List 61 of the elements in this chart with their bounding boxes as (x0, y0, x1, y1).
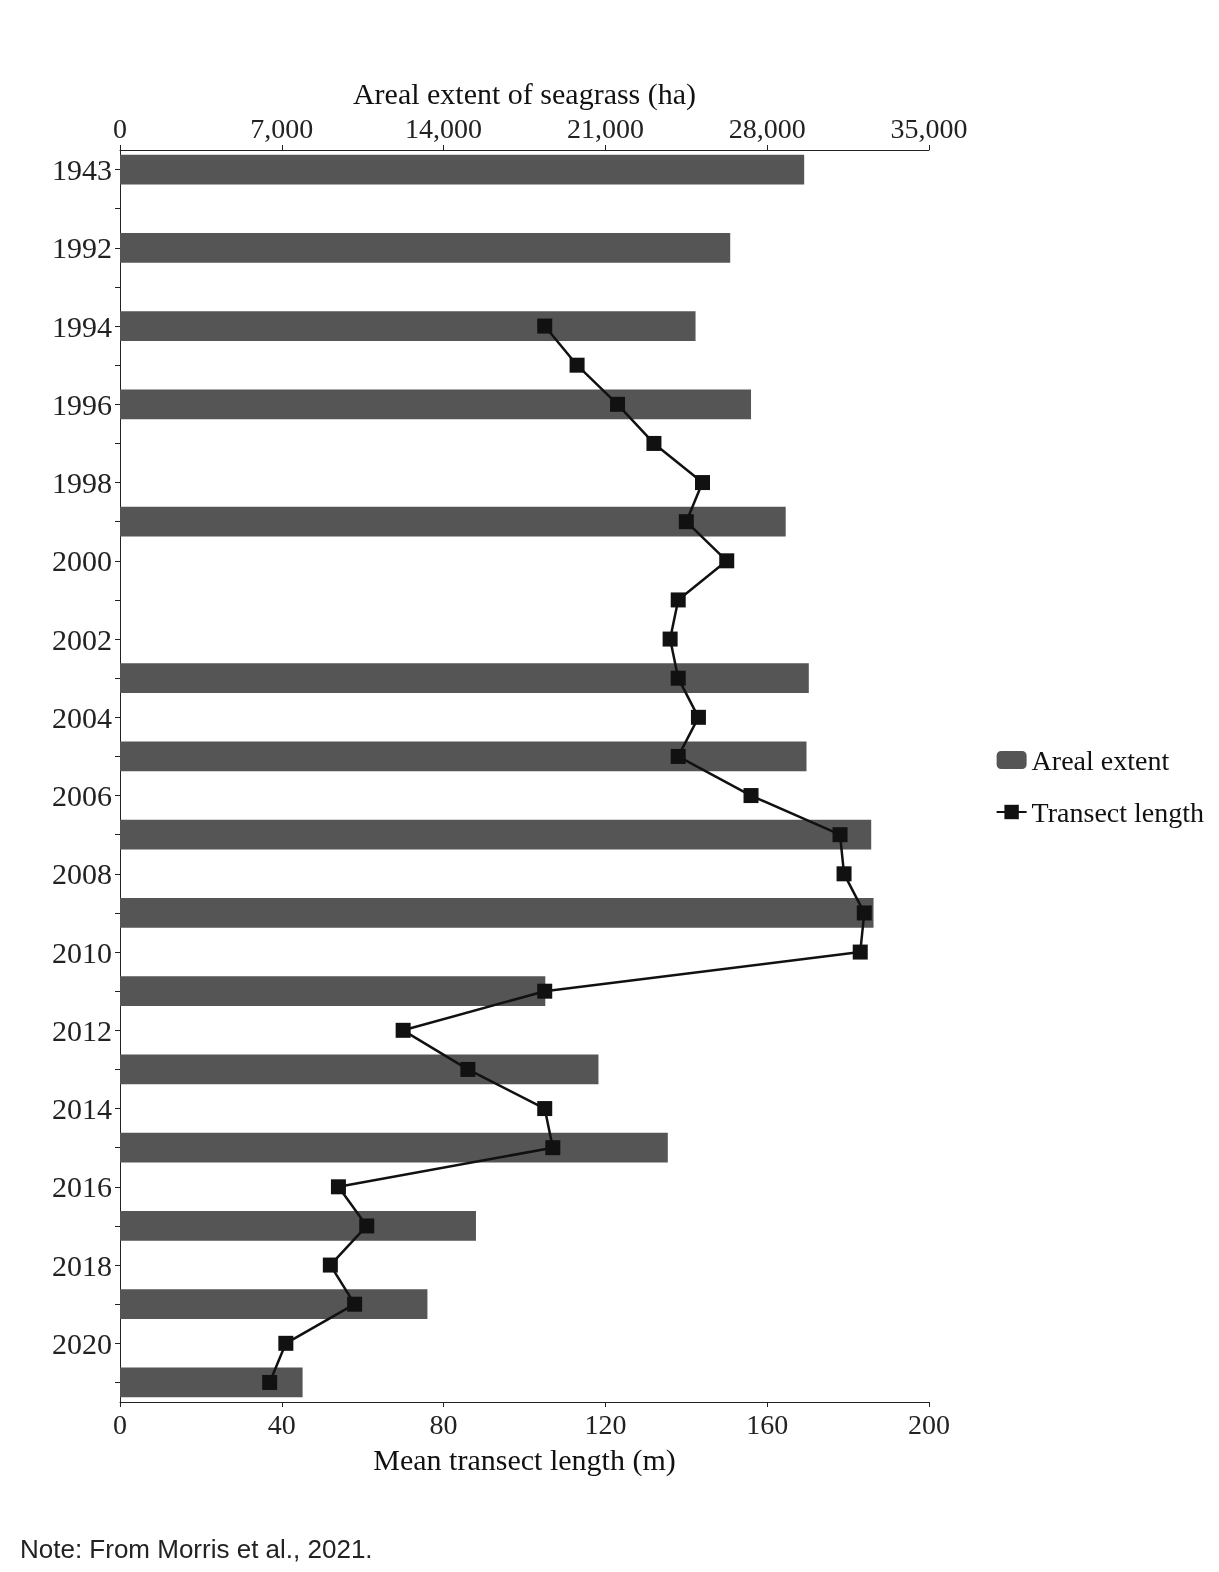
text: Note: From Morris et al., 2021. (20, 1534, 373, 1564)
x2-tick-label: 7,000 (250, 112, 314, 144)
y-tick-label: 2014 (52, 1092, 112, 1126)
point (537, 1101, 553, 1117)
point (537, 983, 553, 999)
y-tick-label: 1992 (52, 231, 112, 265)
y-tick-label: 2002 (52, 622, 112, 656)
point (330, 1179, 346, 1195)
point (670, 670, 686, 686)
point (670, 592, 686, 608)
x2-tick-label: 14,000 (405, 112, 483, 144)
point (743, 788, 759, 804)
x2-tick-label: 0 (113, 112, 127, 144)
point (852, 944, 868, 960)
point (719, 553, 735, 569)
x-tick-label: 120 (584, 1408, 627, 1440)
y-tick-label: 1996 (52, 387, 112, 421)
point (662, 631, 678, 647)
point (646, 435, 662, 451)
point (278, 1335, 294, 1351)
legend-label: Areal extent (1031, 744, 1170, 776)
y-tick-label: 2000 (52, 544, 112, 578)
y-tick-label: 1994 (52, 309, 112, 343)
point (322, 1257, 338, 1273)
y-tick-label: 1943 (52, 153, 112, 187)
point (836, 866, 852, 882)
x-tick-label: 200 (908, 1408, 950, 1440)
point (545, 1140, 561, 1156)
point (347, 1296, 363, 1312)
y-tick-label: 2012 (52, 1013, 112, 1047)
point (460, 1061, 476, 1077)
y-tick-label: 2016 (52, 1170, 112, 1204)
x2-axis-title: Areal extent of seagrass (ha) (352, 76, 697, 111)
point (670, 748, 686, 764)
y-tick-label: 2004 (52, 700, 112, 734)
point (690, 709, 706, 725)
x2-tick-label: 35,000 (890, 112, 968, 144)
point (856, 905, 872, 921)
y-tick-label: 2008 (52, 857, 112, 891)
point (359, 1218, 375, 1234)
point (832, 827, 848, 843)
x-tick-label: 0 (113, 1408, 127, 1440)
legend-label: Transect length (1031, 796, 1204, 828)
y-tick-label: 2006 (52, 779, 112, 813)
point (569, 357, 585, 373)
y-tick-label: 1998 (52, 466, 112, 500)
x-axis-title: Mean transect length (m) (373, 1442, 676, 1477)
x2-tick-label: 28,000 (728, 112, 806, 144)
x2-tick-label: 21,000 (566, 112, 644, 144)
y-tick-label: 2018 (52, 1248, 112, 1282)
y-tick-label: 2010 (52, 935, 112, 969)
x-tick-label: 80 (429, 1408, 458, 1440)
y-tick-label: 2020 (52, 1326, 112, 1360)
point (537, 318, 553, 334)
point (678, 514, 694, 530)
x-tick-label: 40 (267, 1408, 296, 1440)
point (395, 1022, 411, 1038)
x-tick-label: 160 (746, 1408, 789, 1440)
point (610, 396, 626, 412)
point (694, 475, 710, 491)
point (262, 1374, 278, 1390)
